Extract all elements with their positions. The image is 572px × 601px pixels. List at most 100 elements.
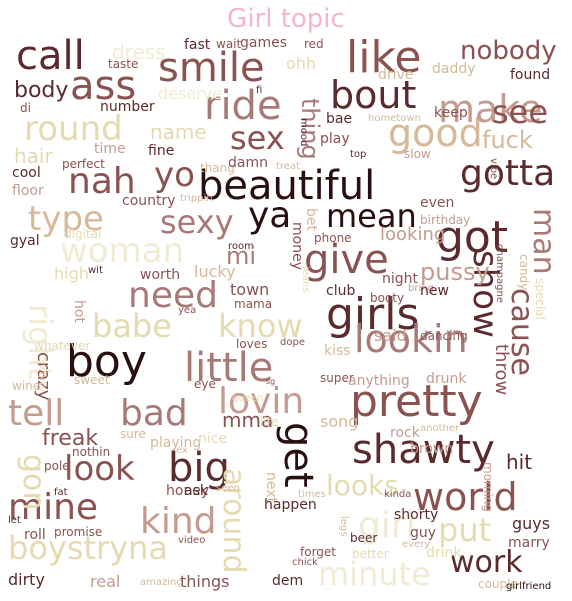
cloud-word: even xyxy=(420,195,455,211)
cloud-word: ya xyxy=(248,195,292,236)
cloud-word: cool xyxy=(12,165,41,181)
cloud-word: wait xyxy=(216,38,242,51)
cloud-word: another xyxy=(420,423,460,434)
cloud-word: wit xyxy=(88,265,103,276)
cloud-word: kind xyxy=(140,501,217,542)
cloud-word: man xyxy=(526,208,561,275)
cloud-word: nah xyxy=(68,161,136,202)
cloud-word: ask xyxy=(184,483,208,499)
cloud-word: hit xyxy=(506,450,533,474)
cloud-word: hot xyxy=(71,300,87,323)
cloud-word: pussy xyxy=(420,258,490,286)
cloud-word: legs xyxy=(338,516,349,537)
cloud-word: nice xyxy=(198,431,228,447)
cloud-word: better xyxy=(352,547,389,561)
cloud-word: body xyxy=(14,78,69,103)
cloud-word: room xyxy=(228,241,254,252)
cloud-word: rock xyxy=(390,425,420,441)
cloud-word: treat xyxy=(276,161,301,172)
cloud-word: ass xyxy=(70,63,137,109)
cloud-word: guy xyxy=(410,525,437,541)
cloud-word: eye xyxy=(194,377,216,391)
cloud-word: mean xyxy=(326,197,417,235)
cloud-word: morning xyxy=(481,462,495,512)
cloud-word: freak xyxy=(42,426,99,451)
cloud-word: drive xyxy=(378,67,414,83)
cloud-word: lovin xyxy=(218,381,305,422)
cloud-word: dancing xyxy=(420,329,468,343)
cloud-word: loves xyxy=(236,337,268,351)
cloud-word: dem xyxy=(272,573,304,589)
cloud-word: throw xyxy=(491,344,512,396)
cloud-word: anything xyxy=(348,373,410,389)
cloud-word: let xyxy=(8,515,21,526)
cloud-word: perfect xyxy=(62,157,105,171)
cloud-word: town xyxy=(230,280,270,299)
cloud-word: taste xyxy=(108,57,139,71)
cloud-word: found xyxy=(510,67,551,83)
cloud-word: beautiful xyxy=(198,163,376,209)
cloud-word: damn xyxy=(228,155,268,171)
cloud-word: time xyxy=(94,141,126,157)
cloud-word: drunk xyxy=(426,371,467,387)
cloud-word: put xyxy=(438,511,492,549)
cloud-word: bae xyxy=(326,111,353,127)
cloud-word: song xyxy=(320,412,359,431)
cloud-word: gyal xyxy=(10,233,40,249)
cloud-word: deserve xyxy=(158,84,223,103)
cloud-word: mama xyxy=(234,297,273,311)
cloud-word: shorty xyxy=(394,507,439,523)
cloud-word: guys xyxy=(512,514,551,533)
cloud-word: give xyxy=(304,237,389,283)
cloud-word: sexy xyxy=(160,203,234,241)
cloud-word: playing xyxy=(150,435,202,451)
word-cloud: beautiful girls boy pretty little smile like ca… xyxy=(8,38,564,596)
cloud-word: wine xyxy=(12,379,41,393)
cloud-word: nobody xyxy=(460,38,557,66)
cloud-word: type xyxy=(28,199,104,239)
cloud-word: make xyxy=(438,87,543,131)
cloud-word: dope xyxy=(280,337,305,348)
cloud-word: super xyxy=(320,371,354,385)
cloud-word: video xyxy=(178,535,206,546)
cloud-word: booty xyxy=(370,291,405,305)
cloud-word: every xyxy=(402,539,431,550)
cloud-word: real xyxy=(90,572,121,591)
cloud-word: bet xyxy=(303,208,319,231)
cloud-word: tell xyxy=(8,393,65,434)
cloud-word: brown xyxy=(410,441,454,457)
cloud-word: fi xyxy=(256,85,263,96)
cloud-word: promise xyxy=(54,525,103,539)
cloud-word: times xyxy=(298,489,326,500)
cloud-word: world xyxy=(413,475,518,519)
cloud-word: sure xyxy=(120,427,146,441)
cloud-word: whatever xyxy=(34,339,91,353)
cloud-word: boy xyxy=(66,336,147,387)
cloud-word: looks xyxy=(326,469,399,502)
cloud-word: babe xyxy=(92,307,172,345)
cloud-word: marry xyxy=(508,535,550,551)
cloud-word: happen xyxy=(264,497,317,513)
cloud-word: sweet xyxy=(74,373,110,387)
cloud-word: dress xyxy=(112,40,166,64)
cloud-word: sg xyxy=(266,377,276,386)
cloud-word: look xyxy=(64,449,135,489)
cloud-word: smile xyxy=(158,45,265,91)
cloud-word: country xyxy=(122,193,176,209)
cloud-word: seen xyxy=(216,483,240,494)
cloud-word: kinda xyxy=(384,489,412,500)
cloud-word: daddy xyxy=(432,61,476,77)
cloud-word: chick xyxy=(292,557,318,568)
cloud-word: vibe xyxy=(488,158,499,180)
cloud-word: fast xyxy=(184,38,211,53)
cloud-word: trippin xyxy=(180,193,213,204)
cloud-word: number xyxy=(100,99,155,115)
cloud-word: ride xyxy=(204,83,282,129)
cloud-word: fat xyxy=(54,487,68,498)
cloud-word: little xyxy=(184,345,274,391)
cloud-word: hair xyxy=(14,144,53,168)
cloud-word: money xyxy=(289,222,305,270)
cloud-word: lookin xyxy=(354,317,468,361)
cloud-word: like xyxy=(346,38,422,83)
cloud-word: lucky xyxy=(194,262,236,281)
